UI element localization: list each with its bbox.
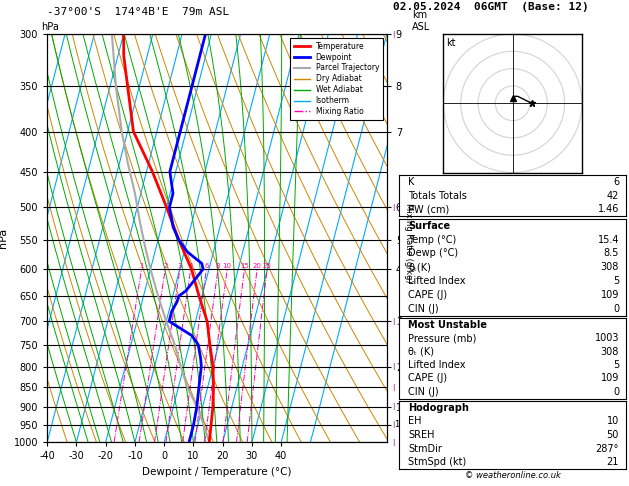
Text: 0: 0 — [613, 304, 619, 314]
Text: 1.46: 1.46 — [598, 205, 619, 214]
Text: Pressure (mb): Pressure (mb) — [408, 333, 477, 344]
Text: |: | — [392, 421, 394, 428]
Text: 42: 42 — [607, 191, 619, 201]
Text: Mixing Ratio (g/kg): Mixing Ratio (g/kg) — [404, 203, 413, 283]
Text: |: | — [392, 383, 394, 391]
Text: 287°: 287° — [596, 444, 619, 453]
Text: 50: 50 — [607, 430, 619, 440]
Text: 10: 10 — [223, 263, 231, 269]
Text: Hodograph: Hodograph — [408, 403, 469, 413]
Text: |: | — [392, 403, 394, 410]
Text: Surface: Surface — [408, 221, 450, 231]
Text: Most Unstable: Most Unstable — [408, 320, 487, 330]
Text: 8: 8 — [216, 263, 220, 269]
Text: 3: 3 — [177, 263, 182, 269]
Text: 5: 5 — [613, 360, 619, 370]
Text: θₜ(K): θₜ(K) — [408, 262, 431, 272]
Text: 8.5: 8.5 — [604, 248, 619, 259]
Y-axis label: km
ASL: km ASL — [413, 227, 431, 249]
Text: EH: EH — [408, 417, 422, 426]
Text: -37°00'S  174°4B'E  79m ASL: -37°00'S 174°4B'E 79m ASL — [47, 7, 230, 17]
Text: 02.05.2024  06GMT  (Base: 12): 02.05.2024 06GMT (Base: 12) — [393, 2, 589, 12]
Text: 15: 15 — [240, 263, 249, 269]
Text: CIN (J): CIN (J) — [408, 304, 439, 314]
Text: Lifted Index: Lifted Index — [408, 360, 466, 370]
Text: Lifted Index: Lifted Index — [408, 276, 466, 286]
Text: SREH: SREH — [408, 430, 435, 440]
Text: 21: 21 — [607, 457, 619, 467]
Legend: Temperature, Dewpoint, Parcel Trajectory, Dry Adiabat, Wet Adiabat, Isotherm, Mi: Temperature, Dewpoint, Parcel Trajectory… — [291, 38, 383, 120]
Text: |: | — [392, 363, 394, 370]
Y-axis label: hPa: hPa — [0, 228, 8, 248]
Text: 1003: 1003 — [594, 333, 619, 344]
Text: CAPE (J): CAPE (J) — [408, 373, 448, 383]
Text: Dewp (°C): Dewp (°C) — [408, 248, 459, 259]
Text: km
ASL: km ASL — [412, 10, 430, 32]
Text: 4: 4 — [189, 263, 193, 269]
Text: |: | — [392, 31, 394, 37]
Text: © weatheronline.co.uk: © weatheronline.co.uk — [465, 471, 560, 480]
Text: |: | — [392, 439, 394, 446]
Text: Totals Totals: Totals Totals — [408, 191, 467, 201]
Text: |: | — [392, 318, 394, 325]
Text: 308: 308 — [601, 347, 619, 357]
Text: CAPE (J): CAPE (J) — [408, 290, 448, 300]
Text: 109: 109 — [601, 373, 619, 383]
Text: 308: 308 — [601, 262, 619, 272]
Text: 20: 20 — [253, 263, 262, 269]
Text: 6: 6 — [204, 263, 209, 269]
Text: 0: 0 — [613, 387, 619, 397]
Text: 5: 5 — [613, 276, 619, 286]
Text: 109: 109 — [601, 290, 619, 300]
Text: kt: kt — [446, 38, 455, 48]
Text: 15.4: 15.4 — [598, 235, 619, 244]
Text: 1: 1 — [139, 263, 144, 269]
Text: K: K — [408, 177, 415, 187]
Text: 6: 6 — [613, 177, 619, 187]
Text: hPa: hPa — [41, 21, 58, 32]
Text: CIN (J): CIN (J) — [408, 387, 439, 397]
Text: 2: 2 — [163, 263, 167, 269]
Text: 25: 25 — [263, 263, 272, 269]
Text: StmDir: StmDir — [408, 444, 442, 453]
Text: StmSpd (kt): StmSpd (kt) — [408, 457, 467, 467]
Text: 1LCL: 1LCL — [394, 420, 414, 429]
Text: 10: 10 — [607, 417, 619, 426]
X-axis label: Dewpoint / Temperature (°C): Dewpoint / Temperature (°C) — [142, 467, 292, 477]
Text: PW (cm): PW (cm) — [408, 205, 450, 214]
Text: |: | — [392, 204, 394, 211]
Text: θₜ (K): θₜ (K) — [408, 347, 435, 357]
Text: Temp (°C): Temp (°C) — [408, 235, 457, 244]
